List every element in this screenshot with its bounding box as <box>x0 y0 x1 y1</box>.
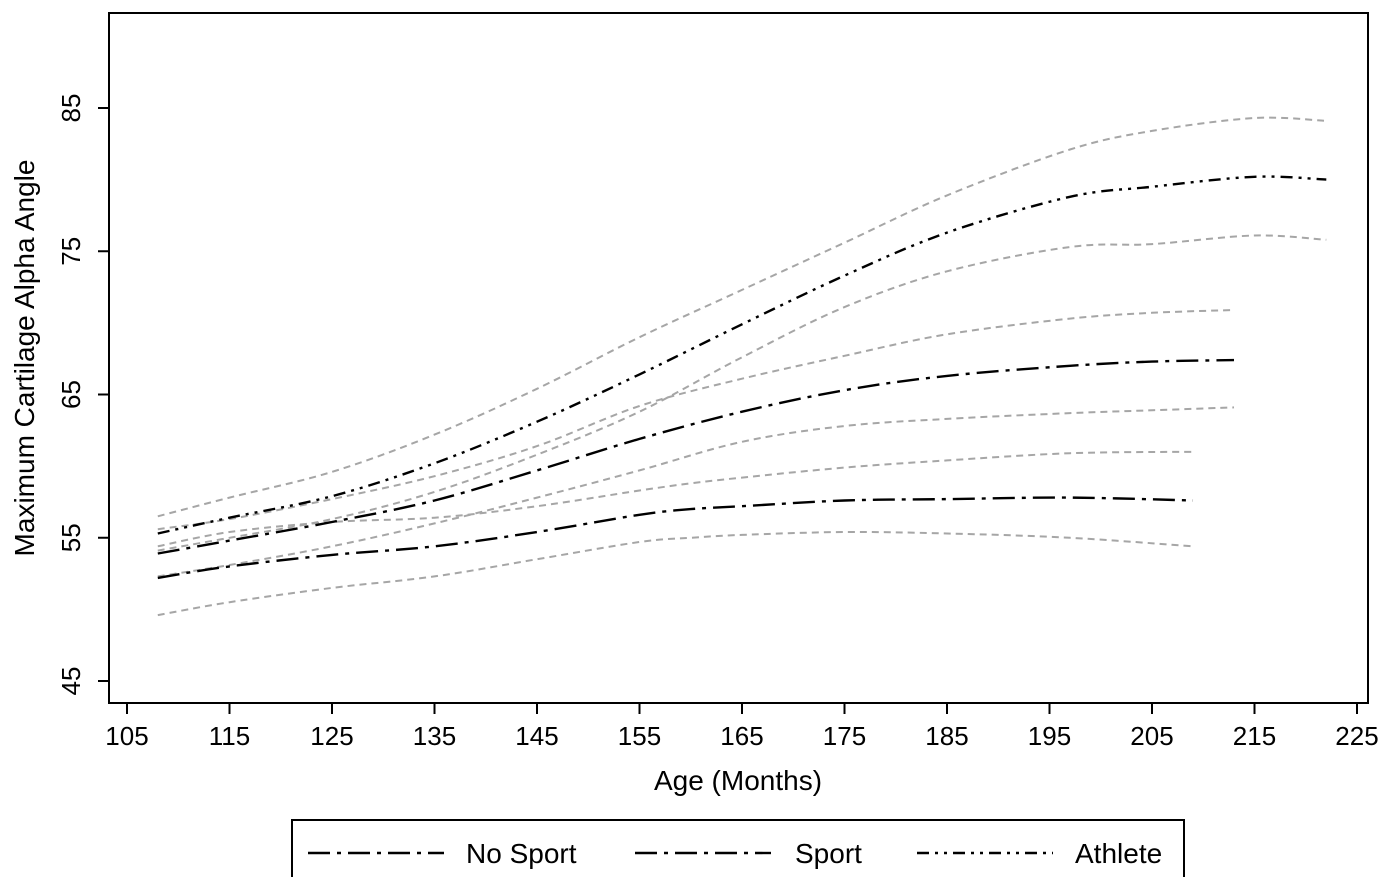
y-axis: 45 55 65 75 85 <box>56 94 109 696</box>
x-tick-label: 115 <box>209 721 250 751</box>
series-line-athlete <box>157 175 1327 535</box>
confidence-bands <box>157 116 1327 617</box>
ci-lower-no-sport <box>157 530 1194 617</box>
ci-lower-sport <box>157 406 1235 578</box>
legend-label-sport: Sport <box>795 838 862 869</box>
x-tick-label: 105 <box>105 721 148 751</box>
legend-label-athlete: Athlete <box>1075 838 1162 869</box>
x-tick-label: 215 <box>1233 721 1276 751</box>
series-lines <box>157 175 1327 580</box>
series-line-no-sport <box>157 496 1194 580</box>
legend-box <box>291 819 1185 882</box>
y-tick-label: 45 <box>56 667 86 696</box>
ci-lower-athlete <box>157 234 1327 552</box>
series-line-sport <box>157 358 1235 555</box>
x-axis-title: Age (Months) <box>654 765 822 796</box>
x-tick-label: 125 <box>310 721 353 751</box>
ci-upper-athlete <box>157 116 1327 518</box>
x-tick-label: 135 <box>413 721 456 751</box>
x-tick-label: 195 <box>1028 721 1071 751</box>
ci-upper-no-sport <box>157 450 1194 548</box>
legend: No Sport Sport Athlete <box>291 819 1185 882</box>
x-axis: 105 115 125 135 145 155 165 175 185 195 205 215 225 <box>105 703 1379 751</box>
x-tick-label: 155 <box>618 721 661 751</box>
y-tick-label: 75 <box>56 237 86 266</box>
legend-label-no-sport: No Sport <box>466 838 577 869</box>
x-tick-label: 165 <box>720 721 763 751</box>
x-tick-label: 225 <box>1335 721 1378 751</box>
y-tick-label: 55 <box>56 523 86 552</box>
y-axis-title: Maximum Cartilage Alpha Angle <box>9 160 40 557</box>
x-tick-label: 185 <box>925 721 968 751</box>
x-tick-label: 205 <box>1130 721 1173 751</box>
y-tick-label: 65 <box>56 380 86 409</box>
x-tick-label: 175 <box>823 721 866 751</box>
x-tick-label: 145 <box>515 721 558 751</box>
y-tick-label: 85 <box>56 94 86 123</box>
ci-upper-sport <box>157 309 1235 531</box>
plot-frame <box>108 12 1369 704</box>
